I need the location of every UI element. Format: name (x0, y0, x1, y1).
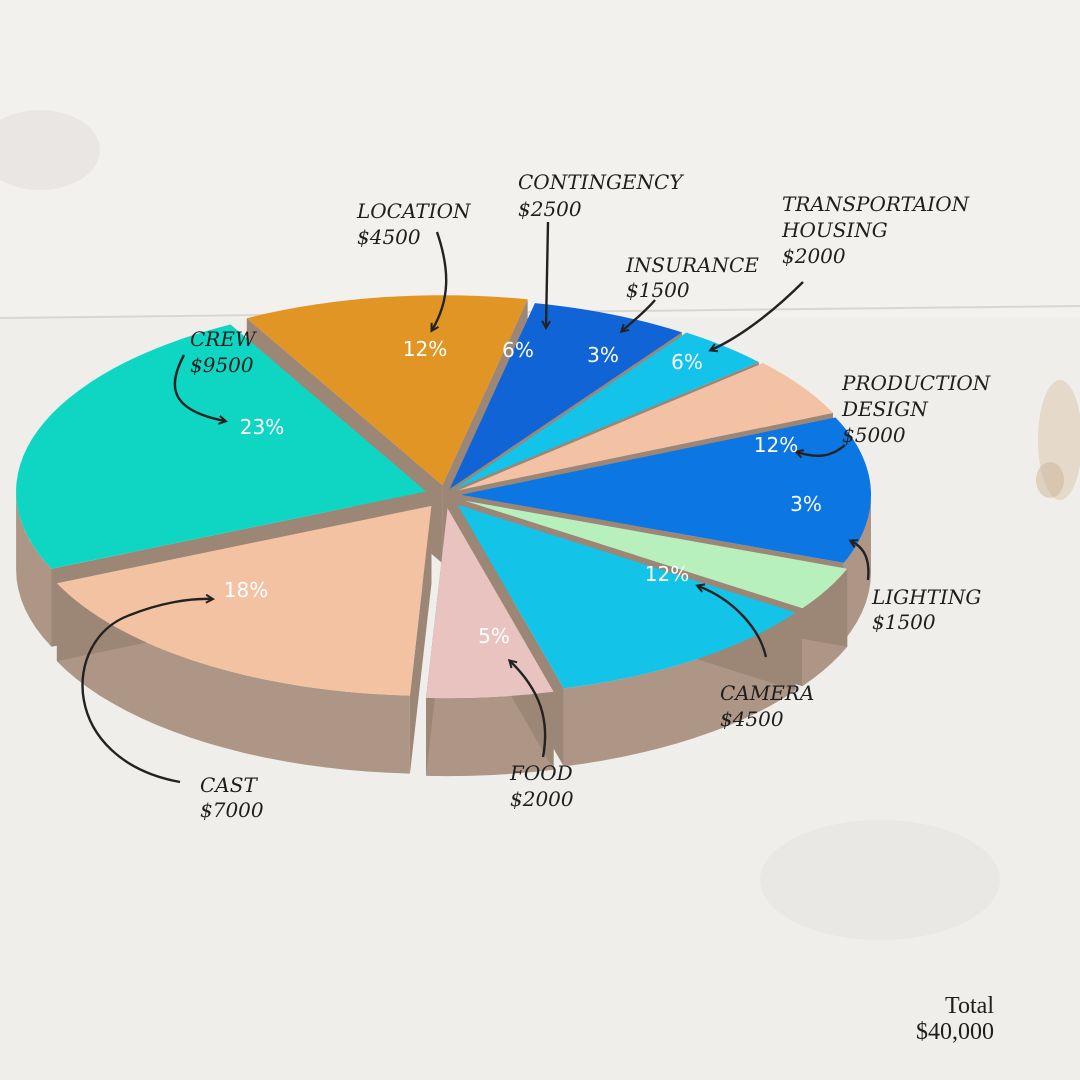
category-transportaion-housing-0: TRANSPORTAION (782, 192, 971, 216)
amount-insurance: $1500 (626, 278, 690, 302)
percent-labels: 6% 3% 6% 12% 3% 12% 5% 18% 23% 12% (224, 337, 822, 648)
slice-side-crew (16, 491, 52, 647)
slice-production-design (460, 417, 872, 563)
percent-label-insurance: 3% (587, 343, 619, 367)
slice-side-production-design (843, 494, 871, 641)
category-lighting-0: LIGHTING (871, 585, 981, 609)
amount-production-design: $5000 (842, 423, 906, 447)
arrow-production-design (797, 444, 846, 456)
category-production-design-0: PRODUCTION (841, 371, 992, 395)
category-production-design-1: DESIGN (841, 397, 929, 421)
arrow-location (432, 231, 448, 330)
category-insurance-0: INSURANCE (625, 253, 759, 277)
arrow-transportaion-housing (711, 281, 804, 350)
slice-cast (56, 505, 432, 696)
slice-camera (457, 504, 796, 689)
percent-label-production-design: 12% (754, 433, 798, 457)
slice-insurance (454, 332, 759, 490)
amount-food: $2000 (510, 787, 574, 811)
percent-label-crew: 23% (240, 415, 284, 439)
arrow-cast (81, 599, 212, 784)
percent-label-cast: 18% (224, 578, 268, 602)
category-camera-0: CAMERA (720, 681, 814, 705)
amount-camera: $4500 (720, 707, 784, 731)
percent-label-location: 12% (403, 337, 447, 361)
slice-transportaion-housing (458, 363, 833, 491)
category-crew-0: CREW (190, 327, 257, 351)
slice-food (426, 508, 554, 699)
slice-contingency (449, 303, 682, 489)
category-food-0: FOOD (509, 761, 573, 785)
arrow-insurance (622, 299, 656, 331)
category-contingency-0: CONTINGENCY (518, 170, 684, 194)
slice-location (246, 295, 528, 486)
amount-crew: $9500 (190, 353, 254, 377)
arrow-lighting (851, 541, 870, 581)
total-label: Total (945, 993, 994, 1019)
pie-slice-tops (16, 295, 872, 699)
percent-label-lighting: 3% (790, 492, 822, 516)
amount-lighting: $1500 (872, 610, 936, 634)
category-labels: CONTINGENCY$2500INSURANCE$1500TRANSPORTA… (190, 170, 992, 822)
amount-location: $4500 (357, 225, 421, 249)
amount-transportaion-housing: $2000 (782, 244, 846, 268)
category-location-0: LOCATION (356, 199, 472, 223)
total-value: $40,000 (916, 1018, 994, 1045)
amount-contingency: $2500 (518, 197, 582, 221)
percent-label-food: 5% (478, 624, 510, 648)
slice-side-cast (56, 583, 410, 774)
percent-label-contingency: 6% (502, 338, 534, 362)
amount-cast: $7000 (200, 798, 264, 822)
slice-lighting (464, 500, 848, 609)
category-cast-0: CAST (200, 773, 258, 797)
total-box: Total $40,000 (916, 993, 994, 1046)
arrow-contingency (546, 221, 548, 327)
slice-crew (16, 324, 427, 569)
arrow-food (510, 661, 547, 758)
percent-label-camera: 12% (645, 562, 689, 586)
arrow-camera (698, 586, 768, 658)
annotation-arrows (81, 221, 870, 784)
category-transportaion-housing-1: HOUSING (781, 218, 888, 242)
arrow-crew (173, 354, 225, 421)
percent-label-transportaion-housing: 6% (671, 350, 703, 374)
